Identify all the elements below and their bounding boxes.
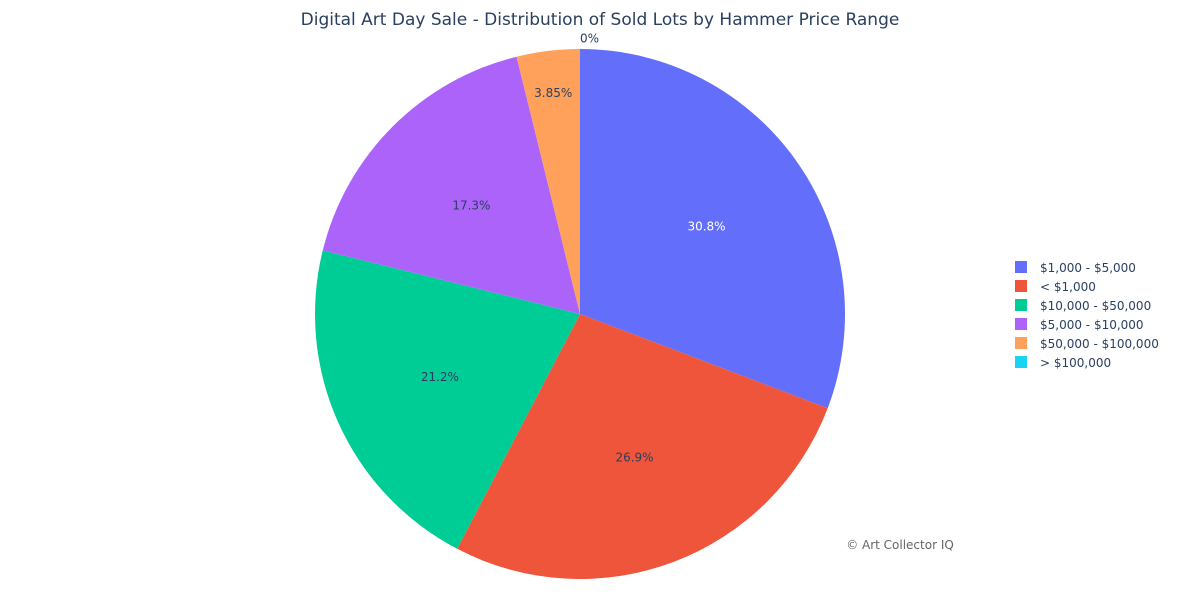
slice-label-5-000-10-000: 17.3% [452,198,490,212]
legend-label: $1,000 - $5,000 [1040,261,1136,275]
legend-item-5-000-10-000[interactable]: $5,000 - $10,000 [1015,318,1144,332]
pie-slice-1-000[interactable] [457,314,828,580]
legend-label: $50,000 - $100,000 [1040,337,1159,351]
legend-item-1-000[interactable]: < $1,000 [1015,280,1096,294]
legend-swatch [1015,280,1027,292]
legend-swatch [1015,299,1027,311]
legend[interactable]: $1,000 - $5,000 < $1,000 $10,000 - $50,000… [1015,261,1159,370]
slice-label-1-000: 26.9% [615,451,653,465]
pie-slices [314,49,845,580]
legend-swatch [1015,356,1027,368]
legend-item-100-000[interactable]: > $100,000 [1015,356,1111,370]
pie-slice-5-000-10-000[interactable] [322,56,580,315]
legend-item-10-000-50-000[interactable]: $10,000 - $50,000 [1015,299,1151,313]
legend-swatch [1015,318,1027,330]
legend-label: > $100,000 [1040,356,1111,370]
legend-item-50-000-100-000[interactable]: $50,000 - $100,000 [1015,337,1159,351]
chart-title: Digital Art Day Sale - Distribution of S… [301,10,900,30]
legend-label: $10,000 - $50,000 [1040,299,1151,313]
slice-label-10-000-50-000: 21.2% [421,370,459,384]
legend-label: $5,000 - $10,000 [1040,318,1144,332]
slice-label-100-000: 0% [580,31,599,45]
pie-slice-labels: 30.8% 26.9% 21.2% 17.3% 3.85% 0% [421,31,726,464]
legend-label: < $1,000 [1040,280,1096,294]
pie-slice-10-000-50-000[interactable] [314,250,580,549]
pie-slice-50-000-100-000[interactable] [516,49,580,314]
slice-label-50-000-100-000: 3.85% [534,86,572,100]
credit-annotation: © Art Collector IQ [846,538,954,552]
legend-swatch [1015,261,1027,273]
legend-item-1-000-5-000[interactable]: $1,000 - $5,000 [1015,261,1136,275]
pie-slice-1-000-5-000[interactable] [580,49,845,409]
legend-swatch [1015,337,1027,349]
slice-label-1-000-5-000: 30.8% [687,220,725,234]
